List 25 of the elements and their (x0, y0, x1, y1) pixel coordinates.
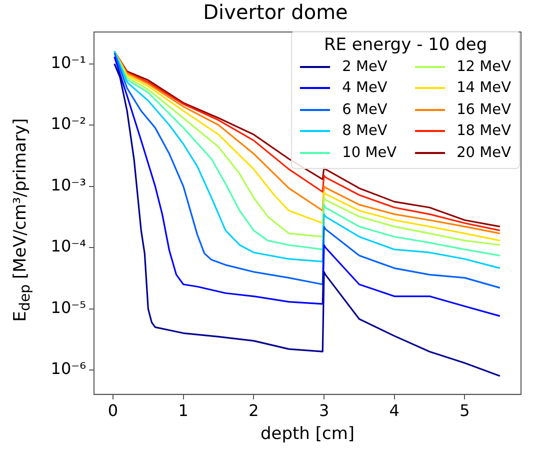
legend-label: 10 MeV (342, 144, 397, 161)
legend-label: 16 MeV (456, 102, 511, 118)
legend-label: 6 MeV (342, 102, 388, 118)
legend-label: 20 MeV (456, 144, 511, 161)
legend-label: 18 MeV (456, 123, 511, 140)
legend-title: RE energy - 10 deg (322, 35, 488, 55)
legend-label: 2 MeV (342, 58, 388, 75)
y-tick-label: 10⁻¹ (50, 52, 86, 72)
y-tick-label: 10⁻² (50, 114, 86, 134)
x-axis-title: depth [cm] (260, 424, 355, 444)
x-tick-label: 3 (318, 401, 330, 420)
legend-label: 4 MeV (342, 80, 388, 96)
x-tick-label: 2 (248, 401, 259, 420)
y-tick-label: 10⁻⁶ (50, 359, 86, 378)
y-tick-label: 10⁻³ (50, 175, 86, 194)
y-tick-label: 10⁻⁴ (50, 236, 86, 256)
legend-label: 14 MeV (456, 80, 511, 96)
x-tick-label: 1 (178, 401, 188, 420)
y-tick-label: 10⁻⁵ (50, 298, 86, 317)
x-tick-label: 4 (389, 401, 400, 420)
x-tick-label: 5 (460, 401, 470, 420)
chart-title: Divertor dome (203, 0, 348, 24)
legend-label: 12 MeV (456, 58, 511, 75)
legend-label: 8 MeV (342, 123, 388, 140)
x-tick-label: 0 (108, 401, 118, 420)
